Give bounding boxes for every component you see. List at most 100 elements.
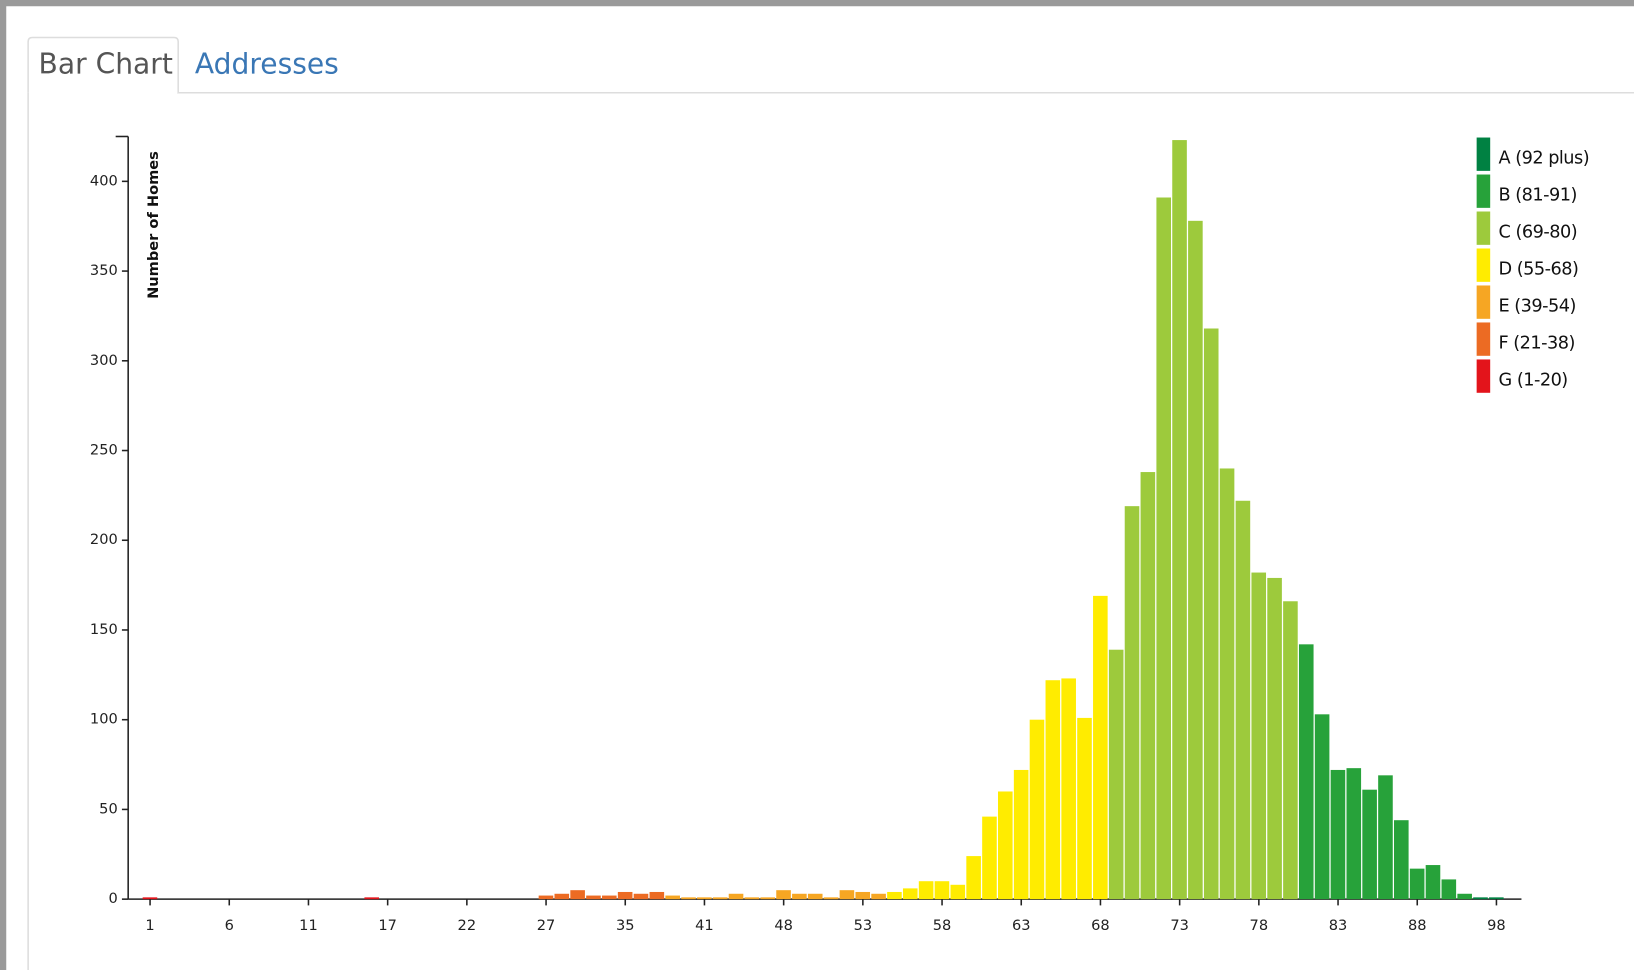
bar <box>1013 769 1029 900</box>
bar <box>902 888 918 900</box>
bar <box>807 893 823 900</box>
x-tick-label: 17 <box>378 917 397 934</box>
bar <box>586 895 601 900</box>
bar <box>1188 220 1203 900</box>
bar <box>1124 506 1140 900</box>
bar <box>887 891 902 900</box>
bar <box>1330 769 1346 900</box>
bar <box>649 891 665 900</box>
y-tick-label: 350 <box>90 262 118 279</box>
x-tick-label: 27 <box>537 917 556 934</box>
tab-label[interactable]: Bar Chart <box>39 48 173 81</box>
x-tick-label: 22 <box>458 917 477 934</box>
bar <box>1219 468 1235 900</box>
bar <box>602 895 617 900</box>
bar <box>1346 768 1362 900</box>
bar <box>1077 717 1092 900</box>
bar <box>364 897 380 900</box>
bar <box>855 891 871 900</box>
bar <box>934 881 950 900</box>
tab-label[interactable]: Addresses <box>195 48 339 81</box>
legend-swatch <box>1476 285 1491 319</box>
bar <box>982 816 997 900</box>
bar <box>792 893 807 900</box>
x-tick-label: 1 <box>145 917 154 934</box>
bar <box>633 893 649 900</box>
bar <box>570 890 585 900</box>
x-tick-label: 11 <box>299 917 318 934</box>
bar <box>1362 789 1377 900</box>
bar <box>1235 500 1251 900</box>
y-tick-label: 400 <box>90 172 118 189</box>
bar <box>1061 678 1076 900</box>
bar <box>966 856 981 900</box>
bar <box>776 890 791 900</box>
bar <box>1140 472 1156 900</box>
legend-swatch <box>1476 359 1491 393</box>
y-tick-label: 0 <box>108 890 117 907</box>
bar <box>998 791 1013 900</box>
bar <box>1473 897 1488 900</box>
bar <box>839 890 855 900</box>
bar <box>1409 868 1425 900</box>
bar <box>760 897 776 900</box>
bar <box>1298 644 1314 900</box>
bar <box>617 891 633 900</box>
x-tick-label: 78 <box>1250 917 1269 934</box>
bar <box>712 897 728 900</box>
x-tick-label: 88 <box>1408 917 1427 934</box>
legend-label: F (21-38) <box>1499 333 1575 353</box>
bar <box>744 897 760 900</box>
x-tick-label: 73 <box>1170 917 1189 934</box>
x-tick-label: 35 <box>616 917 635 934</box>
x-tick-label: 83 <box>1329 917 1348 934</box>
bar <box>1378 775 1393 900</box>
y-tick-label: 150 <box>90 621 118 638</box>
bar <box>1203 328 1219 900</box>
bar <box>1045 680 1061 900</box>
legend-label: C (69-80) <box>1499 222 1578 242</box>
y-tick-label: 100 <box>90 711 118 728</box>
bar <box>538 895 554 900</box>
x-tick-label: 53 <box>854 917 873 934</box>
x-tick-label: 48 <box>774 917 793 934</box>
legend-label: B (81-91) <box>1499 185 1577 205</box>
bar <box>1425 865 1441 900</box>
active-tab[interactable] <box>27 36 179 93</box>
bar <box>1489 897 1504 900</box>
bar <box>1394 820 1409 900</box>
bar <box>697 897 712 900</box>
bar <box>554 893 570 900</box>
x-tick-label: 41 <box>695 917 714 934</box>
bar <box>871 893 886 900</box>
bar <box>681 897 696 900</box>
bar <box>1314 714 1330 900</box>
legend-swatch <box>1476 211 1491 245</box>
x-tick-label: 98 <box>1487 917 1506 934</box>
y-axis-label: Number of Homes <box>145 151 162 299</box>
bar <box>1251 572 1267 900</box>
legend-label: G (1-20) <box>1499 370 1568 390</box>
bar <box>1156 197 1171 900</box>
bar <box>1457 893 1472 900</box>
legend-swatch <box>1476 248 1491 282</box>
bar <box>142 897 158 900</box>
bar <box>1441 879 1457 900</box>
y-tick-label: 50 <box>99 800 118 817</box>
bar <box>1108 649 1124 900</box>
bar <box>1283 601 1298 900</box>
x-tick-label: 68 <box>1091 917 1110 934</box>
bar <box>1029 719 1045 900</box>
bar <box>918 881 934 900</box>
legend-swatch <box>1476 174 1491 208</box>
x-tick-label: 58 <box>933 917 952 934</box>
y-tick-label: 200 <box>90 531 118 548</box>
legend-swatch <box>1476 322 1491 356</box>
bar <box>823 897 839 900</box>
bar <box>1267 577 1282 900</box>
y-tick-label: 300 <box>90 352 118 369</box>
x-tick-label: 6 <box>225 917 234 934</box>
x-tick-label: 63 <box>1012 917 1031 934</box>
y-tick-label: 250 <box>90 442 118 459</box>
